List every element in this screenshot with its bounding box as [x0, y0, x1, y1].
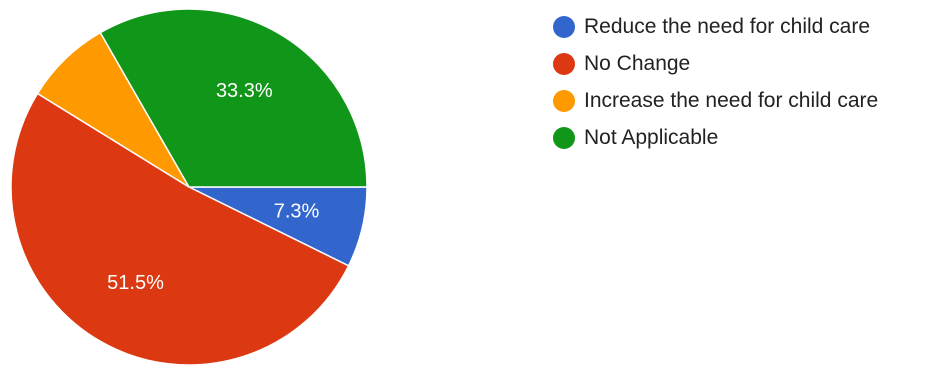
legend-label-0: Reduce the need for child care	[584, 14, 871, 38]
legend-swatch-0	[553, 15, 575, 38]
pie-svg: 7.3% 51.5% 33.3%	[10, 8, 368, 366]
legend-label-3: Not Applicable	[584, 125, 719, 149]
legend-label-2: Increase the need for child care	[584, 88, 879, 112]
chart-legend: Reduce the need for child care No Change I…	[553, 8, 878, 156]
legend-swatch-3	[553, 126, 575, 149]
slice-label-0: 7.3%	[274, 200, 320, 222]
slice-label-1: 51.5%	[107, 272, 164, 294]
legend-item-2: Increase the need for child care	[553, 82, 878, 119]
legend-swatch-2	[553, 89, 575, 112]
slice-label-3: 33.3%	[216, 80, 273, 102]
pie-slice-1	[10, 92, 350, 366]
legend-item-0: Reduce the need for child care	[553, 8, 878, 45]
pie-slice-3	[99, 8, 368, 188]
legend-item-3: Not Applicable	[553, 119, 878, 156]
legend-label-1: No Change	[584, 51, 691, 75]
legend-swatch-1	[553, 52, 575, 75]
legend-item-1: No Change	[553, 45, 878, 82]
